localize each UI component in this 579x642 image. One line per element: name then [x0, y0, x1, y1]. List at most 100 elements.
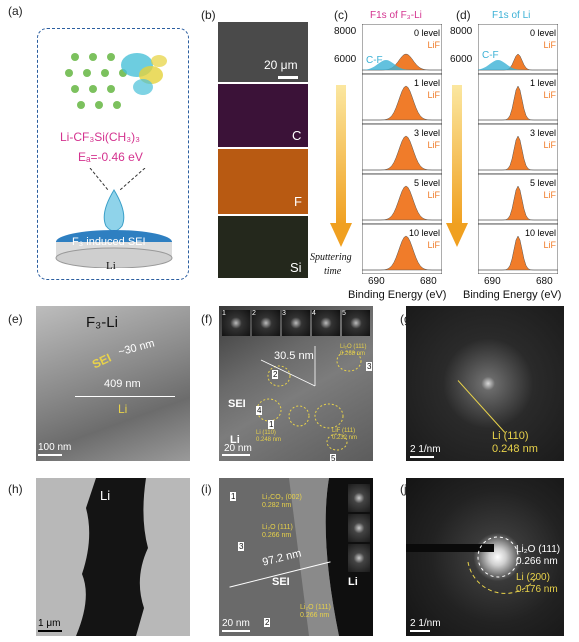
g-ann1: Li (110) — [492, 430, 529, 442]
i-sei: SEI — [272, 576, 290, 588]
d-lif-4: LiF — [543, 240, 556, 250]
i-ann2b: 0.266 nm — [262, 532, 292, 539]
scale-bar-j — [410, 630, 430, 632]
i-ann3: Li₂O (111) — [300, 604, 331, 611]
i-ann3b: 0.266 nm — [300, 612, 330, 619]
d-xtick-680: 680 — [536, 276, 553, 287]
j-ann2: Li (200) — [516, 572, 550, 583]
c-ytick-6000: 6000 — [334, 54, 357, 65]
c-xlabel: Binding Energy (eV) — [348, 289, 447, 301]
c-cf-label: C-F — [366, 55, 383, 66]
d-ytick-6000: 6000 — [450, 54, 473, 65]
c-xtick-680: 680 — [420, 276, 437, 287]
panel-a-box — [37, 28, 189, 280]
j-ann2b: 0.176 nm — [516, 584, 558, 595]
f-num-5: 5 — [330, 454, 337, 463]
scale-text-b: 20 μm — [264, 58, 298, 72]
i-num-1: 1 — [230, 492, 237, 501]
c-level-3: 5 level — [414, 178, 440, 188]
d-peak-2 — [478, 135, 558, 171]
spectra-d: 0 level LiF 1 level LiF 3 level LiF 5 level LiF… — [478, 24, 558, 274]
d-lif-2: LiF — [543, 140, 556, 150]
saed-image-j — [406, 478, 564, 636]
i-ann1b: 0.282 nm — [262, 502, 292, 509]
panel-b-label: (b) — [201, 8, 216, 22]
c-peak-2 — [362, 135, 442, 171]
spectra-c: 0 level LiF 1 level LiF 3 level LiF 5 level LiF… — [362, 24, 442, 274]
e-li: Li — [118, 402, 128, 416]
map-si-label: Si — [290, 260, 302, 275]
map-si — [218, 216, 308, 278]
map-c-label: C — [292, 128, 302, 143]
d-level-0: 0 level — [530, 28, 556, 38]
c-lif-0: LiF — [427, 40, 440, 50]
d-peak-4 — [478, 235, 558, 271]
tem-image-e — [36, 306, 190, 461]
d-ytick-8000: 8000 — [450, 26, 473, 37]
e-scale: 100 nm — [38, 442, 72, 453]
sputter-arrow-left — [330, 85, 352, 247]
formula-text: Li-CF₃Si(CH₃)₃ — [60, 130, 140, 144]
i-scale: 20 nm — [222, 618, 250, 629]
f-ann3: LiF (111) — [332, 428, 356, 434]
f-annotations — [256, 346, 362, 451]
d-level-4: 10 level — [525, 228, 556, 238]
hrtem-image-i — [219, 478, 373, 636]
fft-inset-4: 4 — [312, 310, 340, 336]
map-c — [218, 84, 308, 147]
li-dendrite-shape — [76, 478, 148, 636]
i-ann1: Li₂CO₃ (002) — [262, 494, 302, 501]
i-inset-3 — [348, 544, 370, 572]
scale-bar-e — [38, 454, 62, 456]
panel-j-label: (j) — [400, 482, 411, 496]
tem-image-h — [36, 478, 190, 636]
d-xtick-690: 690 — [484, 276, 501, 287]
h-scale: 1 μm — [38, 618, 61, 629]
e-title: F₃-Li — [86, 314, 118, 331]
d-level-3: 5 level — [530, 178, 556, 188]
j-scale: 2 1/nm — [410, 618, 441, 629]
fft-inset-5: 5 — [342, 310, 370, 336]
scale-bar-b — [278, 76, 298, 79]
li-disk-text: Li — [106, 260, 116, 272]
f-ann1: Li₂O (111) — [340, 344, 367, 350]
d-level-2: 3 level — [530, 128, 556, 138]
i-fft-insets — [348, 484, 370, 574]
d-cf-peak — [478, 60, 558, 70]
d-level-1: 1 level — [530, 78, 556, 88]
d-cf-label: C-F — [482, 50, 499, 61]
f-li: Li — [230, 434, 240, 446]
scale-bar-i — [222, 630, 250, 632]
c-ytick-8000: 8000 — [334, 26, 357, 37]
c-lif-3: LiF — [427, 190, 440, 200]
fft-inset-2: 2 — [252, 310, 280, 336]
map-f-label: F — [294, 194, 302, 209]
c-peak-3 — [362, 185, 442, 221]
c-lif-4: LiF — [427, 240, 440, 250]
scale-bar-h — [38, 630, 62, 632]
d-lif-3: LiF — [543, 190, 556, 200]
f-num-4: 4 — [256, 406, 263, 415]
d-title: F1s of Li — [492, 10, 531, 21]
c-xtick-690: 690 — [368, 276, 385, 287]
f-ann3b: 0.232 nm — [332, 435, 358, 441]
f-ann1b: 0.268 nm — [340, 351, 366, 357]
c-title: F1s of F₃-Li — [370, 10, 422, 21]
d-lif-1: LiF — [543, 90, 556, 100]
fft-inset-3: 3 — [282, 310, 310, 336]
i-ann2: Li₂O (111) — [262, 524, 293, 531]
panel-a-label: (a) — [8, 4, 23, 18]
f-ann2b: 0.248 nm — [256, 437, 282, 443]
sputter-arrow-right — [446, 85, 468, 247]
panel-c-label: (c) — [334, 8, 348, 22]
panel-e-label: (e) — [8, 312, 23, 326]
fft-image-g — [406, 306, 564, 461]
c-lif-2: LiF — [427, 140, 440, 150]
d-peak-1 — [478, 85, 558, 121]
e-width: 409 nm — [104, 378, 141, 390]
f-num-1: 1 — [268, 420, 275, 429]
i-inset-1 — [348, 484, 370, 512]
fft-inset-1: 1 — [222, 310, 250, 336]
c-lif-1: LiF — [427, 90, 440, 100]
